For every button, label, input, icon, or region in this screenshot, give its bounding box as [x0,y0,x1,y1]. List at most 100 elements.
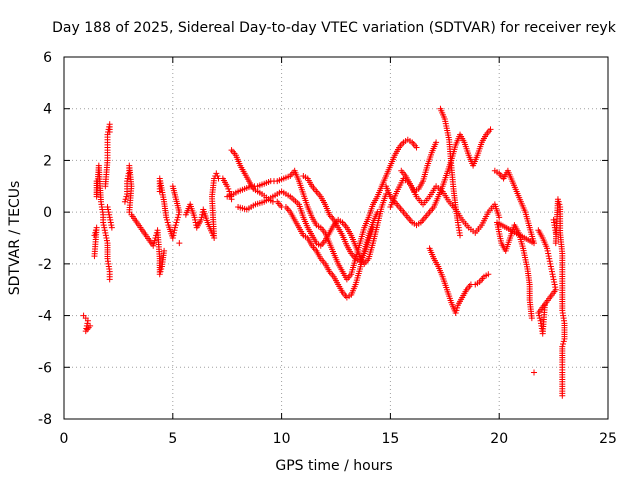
data-point-sat-b [170,232,177,239]
data-point-sat-b [156,271,163,278]
data-point-sat-a [87,322,94,329]
data-point-sat-b [124,178,131,185]
data-point-sat-i [433,139,440,146]
data-point-sat-c [198,214,205,221]
y-tick-label: 6 [43,50,52,66]
data-point-sat-n [548,268,555,275]
data-point-sat-a [107,216,114,223]
data-point-sat-n [546,255,553,262]
data-point-sat-a [100,219,107,226]
data-point-sat-n [545,250,552,257]
data-point-sat-n [560,341,567,348]
data-point-sat-b [163,216,170,223]
data-point-sat-n [550,273,557,280]
data-point-sat-n [551,281,558,288]
data-point-sat-n [536,312,543,319]
plot-frame [63,56,609,420]
y-tick-label: -4 [38,309,52,325]
data-point-sat-b [171,227,178,234]
data-point-sat-l [453,307,460,314]
y-axis-label: SDTVAR / TECUs [7,181,23,296]
x-axis-label: GPS time / hours [275,458,392,474]
data-point-sat-a [108,222,115,229]
data-point-sat-n [547,263,554,270]
data-point-sat-b [169,235,176,241]
x-tick-label: 5 [168,431,177,447]
data-point-sat-m [528,315,535,322]
data-point-sat-e [413,144,420,151]
data-point-sat-n [551,278,558,285]
y-tick-label: 2 [43,153,52,169]
data-point-sat-n [554,196,561,203]
data-point-sat-l [485,271,492,278]
data-point-sat-n [544,245,551,252]
data-point-sat-c [192,219,199,226]
data-point-sat-n [552,284,559,291]
data-point-sat-b [170,229,177,236]
data-point-sat-n [561,335,568,342]
data-point-sat-l [454,304,461,311]
data-point-sat-b [176,240,183,247]
x-tick-label: 0 [60,431,69,447]
data-point-sat-n [546,258,553,265]
data-point-sat-b [121,198,128,205]
data-points [80,105,568,399]
y-tick-label: 4 [43,102,52,118]
x-tick-label: 20 [490,431,508,447]
data-point-sat-a [108,224,115,231]
y-axis-ticks: -8 -6 -4 -2 0 2 4 6 [38,50,608,428]
data-point-sat-c [199,211,206,218]
data-point-sat-b [172,222,179,229]
data-point-sat-n [556,201,563,208]
data-point-sat-b [150,242,157,249]
data-point-sat-b [150,240,157,247]
data-point-sat-b [174,214,181,221]
data-point-sat-a [102,229,109,236]
data-point-sat-n [541,302,548,309]
data-point-sat-n [550,276,557,283]
data-point-sat-k [457,232,464,239]
data-point-sat-b [163,214,170,221]
data-point-sat-a [103,237,110,244]
data-point-sat-c [198,216,205,223]
data-point-sat-b [123,193,130,200]
data-point-sat-b [157,268,164,275]
y-tick-label: -8 [38,412,52,428]
data-point-sat-n [545,253,552,260]
data-point-sat-b [122,196,129,203]
x-tick-label: 15 [381,431,399,447]
data-point-sat-a [84,317,91,324]
data-point-sat-b [161,247,168,254]
data-point-sat-b [158,266,165,273]
data-point-sat-n [559,392,566,399]
data-point-sat-a [106,211,113,218]
x-tick-label: 25 [599,431,617,447]
data-point-sat-b [124,175,131,182]
data-point-sat-g [369,224,376,231]
data-point-sat-m [531,369,538,376]
data-point-sat-a [107,219,114,226]
data-point-sat-a [105,206,112,213]
data-point-sat-n [549,271,556,278]
data-point-sat-h [487,126,494,133]
data-point-sat-c [191,214,198,221]
data-point-sat-n [560,338,567,345]
chart-title: Day 188 of 2025, Sidereal Day-to-day VTE… [52,20,617,36]
data-point-sat-c [225,185,232,192]
data-point-sat-j [496,214,503,221]
x-tick-label: 10 [273,431,291,447]
y-tick-label: 0 [43,205,52,221]
data-point-sat-b [171,224,178,231]
data-point-sat-a [106,276,113,283]
data-point-sat-a [101,227,108,234]
data-point-sat-n [535,309,542,316]
y-tick-label: -2 [38,257,52,273]
data-point-sat-n [547,260,554,267]
data-point-sat-a [106,214,113,221]
data-point-sat-b [164,219,171,226]
x-axis-ticks: 0 5 10 15 20 25 [60,57,617,447]
data-point-sat-a [101,224,108,231]
data-point-sat-b [169,183,176,190]
data-point-sat-n [552,229,559,236]
